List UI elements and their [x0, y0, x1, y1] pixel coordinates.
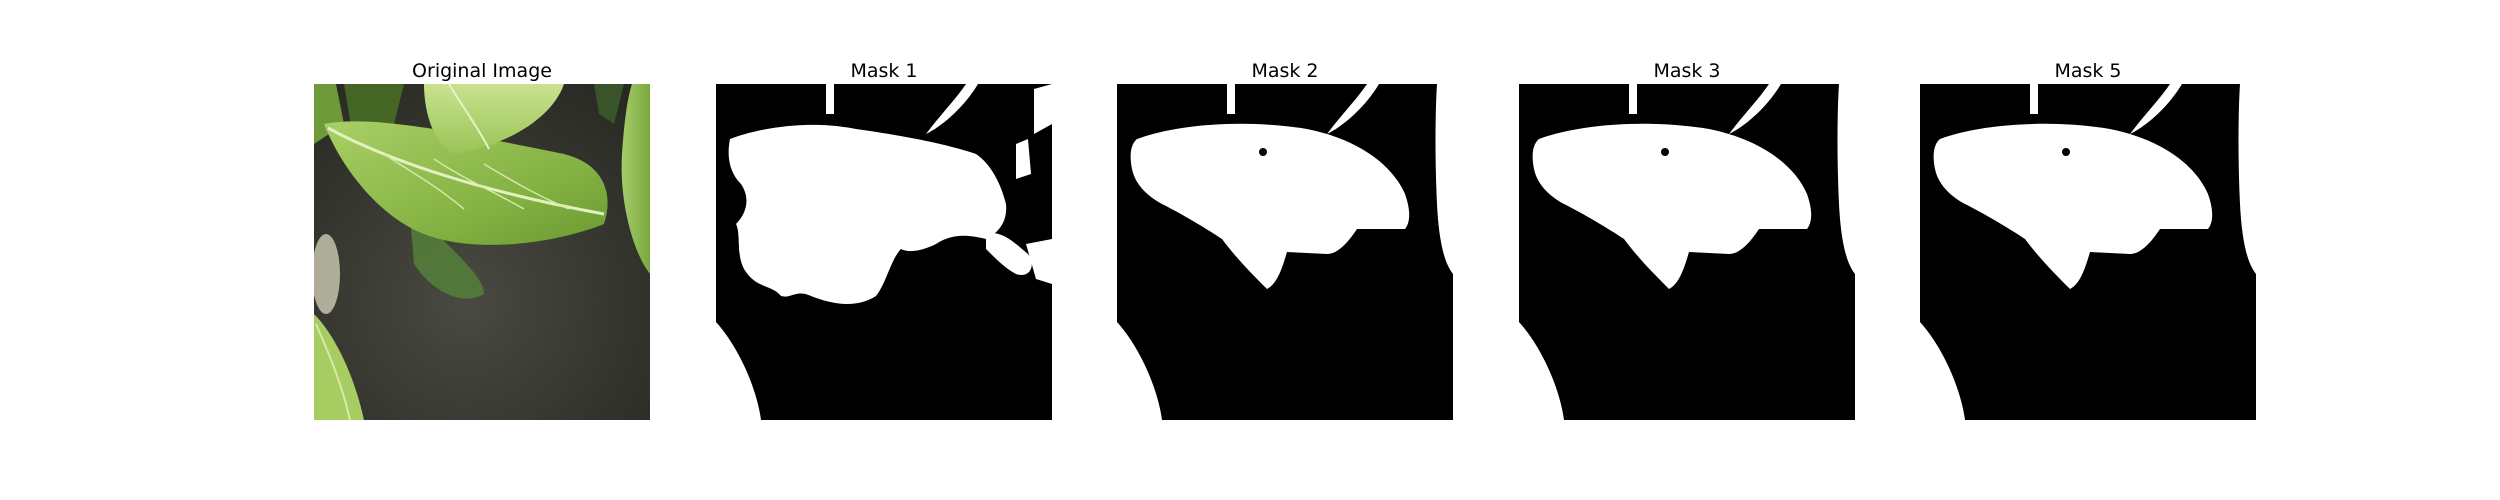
panel-mask-2: Mask 2 — [1117, 0, 1453, 500]
mask-5-image — [1920, 84, 2256, 420]
panel-mask-1: Mask 1 — [716, 0, 1052, 500]
mask-1-image — [716, 84, 1052, 420]
panel-mask-5: Mask 5 — [1920, 0, 2256, 500]
panel-original-image: Original Image — [314, 0, 650, 500]
panel-title: Mask 2 — [1251, 60, 1319, 82]
panel-title: Mask 5 — [2054, 60, 2122, 82]
original-leaf-photo — [314, 84, 650, 420]
mask-3-image — [1519, 84, 1855, 420]
panel-title: Original Image — [412, 60, 552, 82]
panel-mask-3: Mask 3 — [1519, 0, 1855, 500]
mask-2-image — [1117, 84, 1453, 420]
panel-title: Mask 3 — [1653, 60, 1721, 82]
panel-title: Mask 1 — [850, 60, 918, 82]
